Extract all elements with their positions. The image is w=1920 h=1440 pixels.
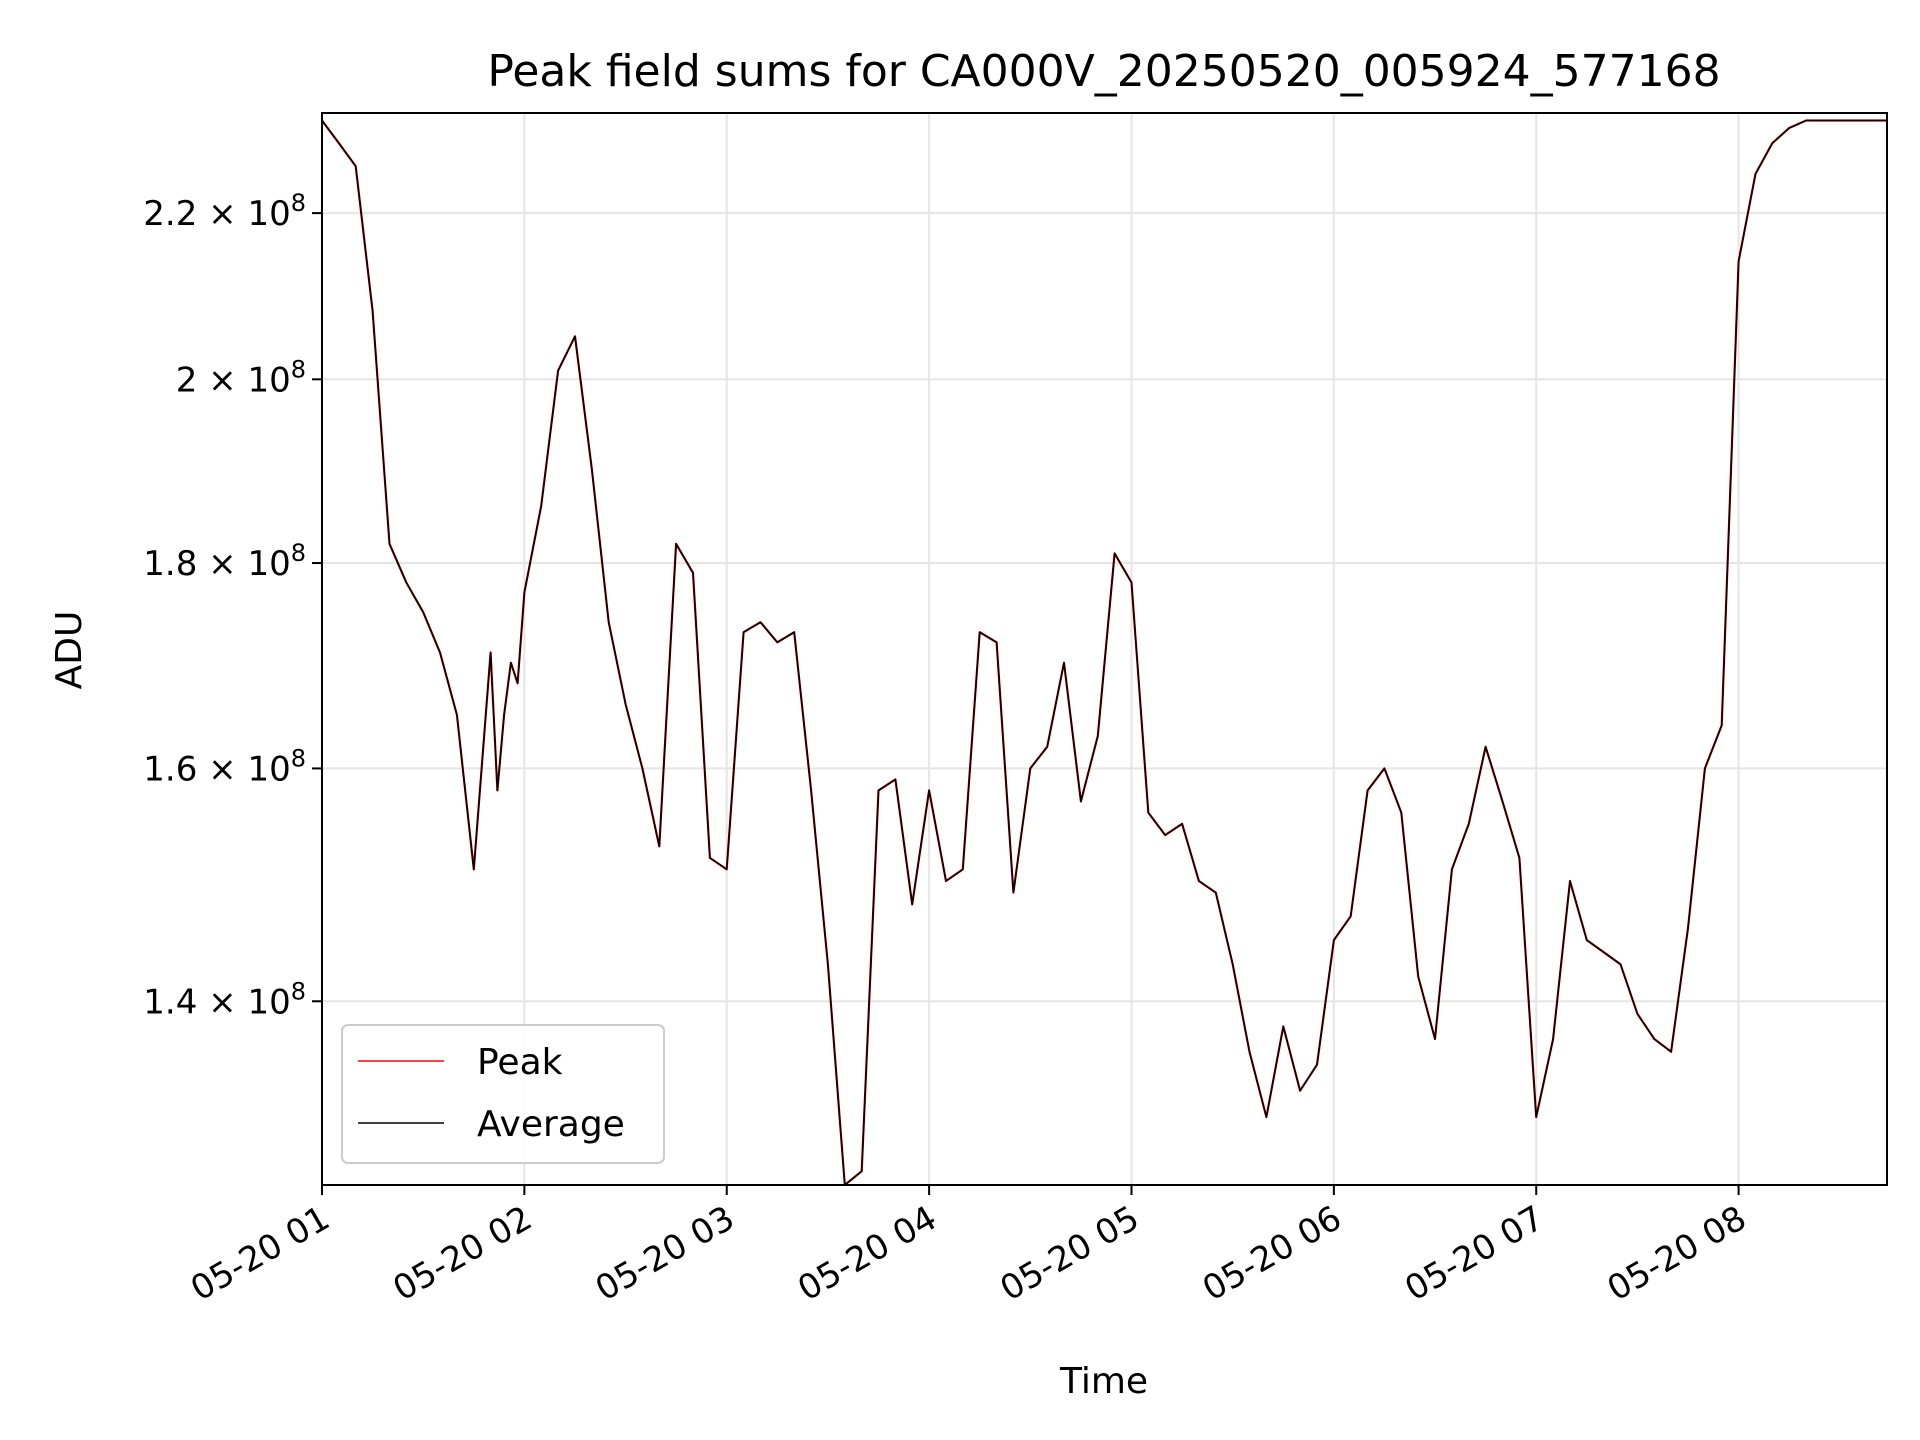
series-line-average — [322, 119, 1887, 1185]
legend-label-peak: Peak — [477, 1042, 563, 1083]
y-tick-label: 2 × 108 — [176, 355, 306, 400]
plot-area-frame — [321, 112, 1888, 1186]
chart-title: Peak field sums for CA000V_20250520_0059… — [487, 46, 1720, 97]
y-axis-label: ADU — [49, 611, 90, 690]
y-tick-label: 1.4 × 108 — [143, 977, 306, 1022]
plot-series — [322, 119, 1887, 1185]
legend-box — [341, 1024, 665, 1164]
y-tick-label: 1.6 × 108 — [143, 744, 306, 789]
x-axis-label: Time — [1059, 1361, 1148, 1402]
y-tick-label: 1.8 × 108 — [143, 539, 306, 584]
legend: Peak Average — [341, 1024, 665, 1164]
y-tick-label: 2.2 × 108 — [143, 189, 306, 234]
legend-label-average: Average — [477, 1104, 625, 1145]
